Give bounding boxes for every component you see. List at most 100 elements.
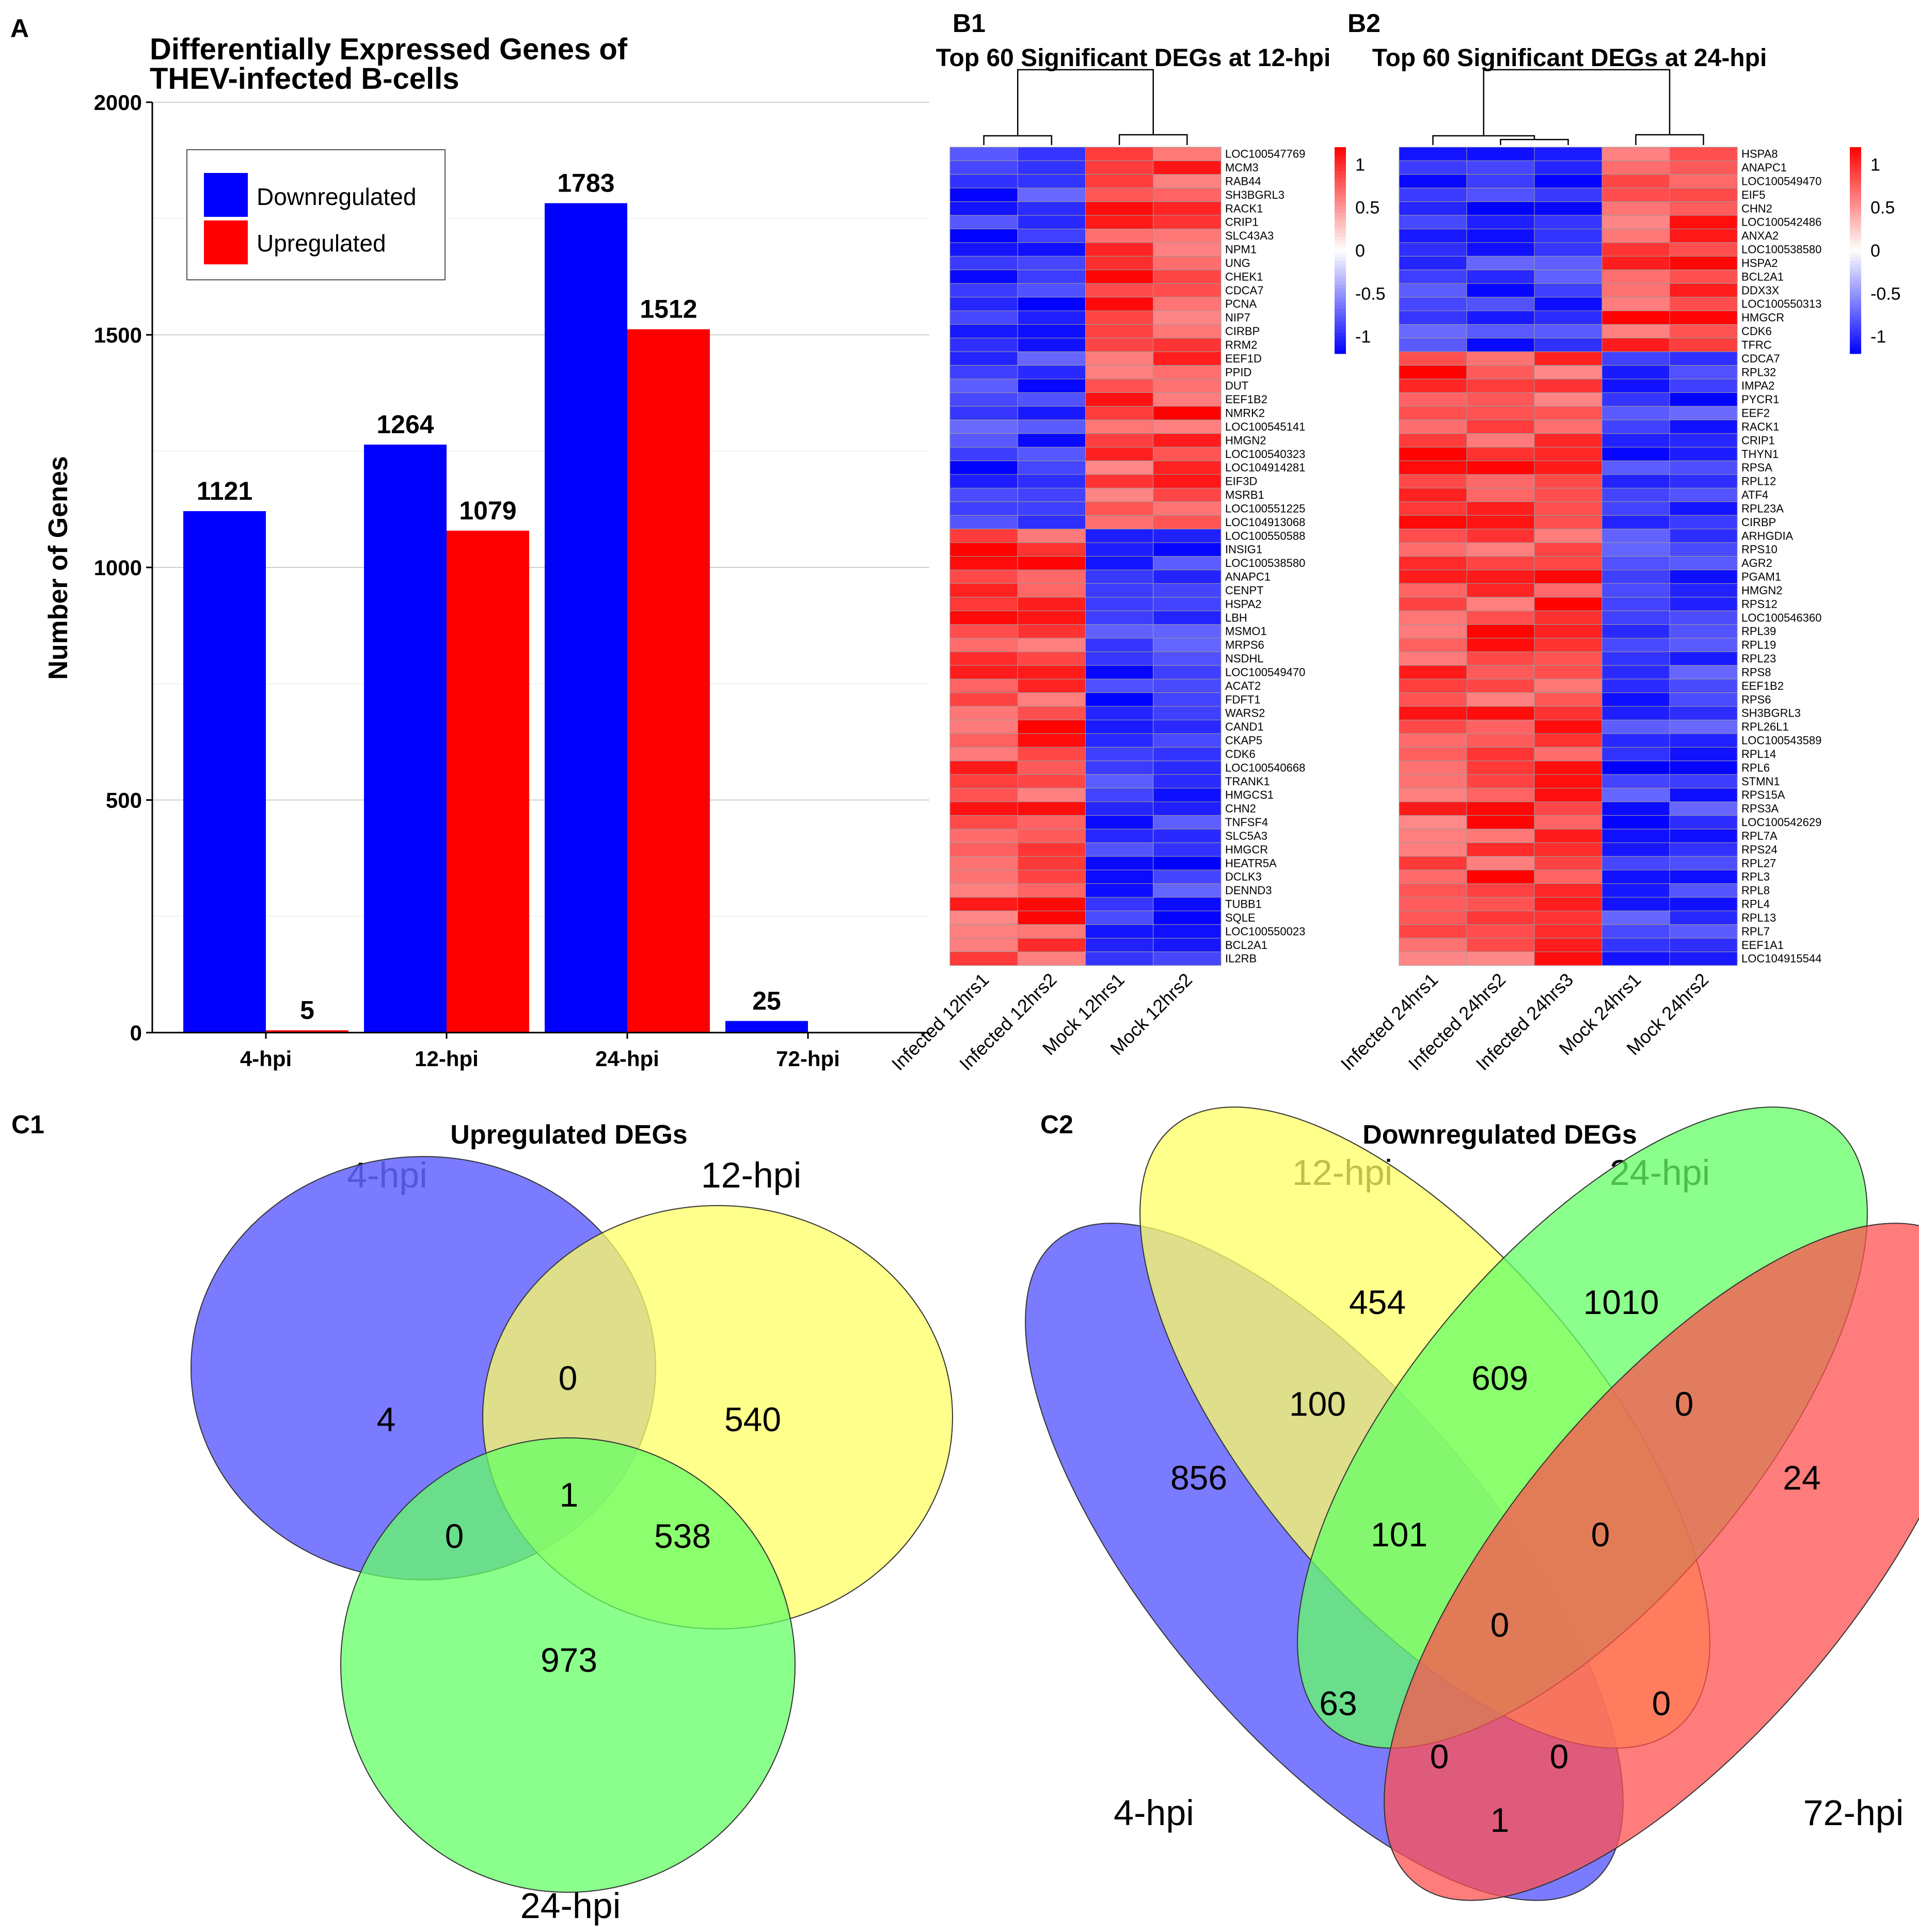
heatmap-cell (1085, 733, 1154, 748)
color-scale-step (1850, 216, 1861, 220)
heatmap-cell (949, 829, 1018, 843)
heatmap-cell (1399, 842, 1467, 857)
color-scale-step (1335, 257, 1346, 261)
heatmap-row-label: ARHGDIA (1741, 529, 1794, 542)
heatmap-cell (1153, 365, 1222, 379)
heatmap-cell (1085, 529, 1154, 543)
heatmap-cell (1466, 147, 1535, 161)
heatmap-row-label: TFRC (1741, 338, 1772, 351)
heatmap-cell (1534, 556, 1603, 571)
heatmap-cell (1399, 310, 1467, 325)
heatmap-cell (949, 310, 1018, 325)
heatmap-cell (1601, 733, 1670, 748)
heatmap-cell (1466, 529, 1535, 543)
heatmap-cell (1466, 201, 1535, 216)
heatmap-cell (1085, 692, 1154, 707)
color-scale-label: -1 (1355, 327, 1371, 347)
heatmap-cell (1153, 747, 1222, 762)
heatmap-cell (1153, 952, 1222, 966)
heatmap-cell (1669, 365, 1738, 379)
heatmap-row-label: EEF1D (1225, 352, 1262, 365)
heatmap-cell (1017, 556, 1086, 571)
heatmap-cell (1669, 406, 1738, 420)
heatmap-cell (1153, 270, 1222, 284)
heatmap-cell (949, 706, 1018, 721)
heatmap-cell (1669, 801, 1738, 816)
heatmap-cell (1534, 569, 1603, 584)
heatmap-cell (949, 883, 1018, 898)
venn-c1-label-12hpi: 12-hpi (701, 1155, 802, 1195)
color-scale-step (1335, 212, 1346, 216)
panel-label-c1: C1 (11, 1110, 44, 1139)
bar-chart-title-line2: THEV-infected B-cells (150, 62, 459, 96)
color-scale-step (1335, 336, 1346, 340)
heatmap-row-label: HSPA8 (1741, 148, 1778, 161)
heatmap-cell (1466, 324, 1535, 339)
heatmap-cell (1466, 610, 1535, 625)
color-scale-step (1850, 278, 1861, 282)
heatmap-cell (949, 665, 1018, 679)
heatmap-cell (1466, 952, 1535, 966)
heatmap-cell (1399, 883, 1467, 898)
heatmap-cell (949, 569, 1018, 584)
heatmap-row-label: LOC104913068 (1225, 516, 1305, 529)
heatmap-row-label: RRM2 (1225, 338, 1257, 351)
heatmap-cell (1399, 187, 1467, 202)
heatmap-cell (1085, 297, 1154, 311)
heatmap-cell (949, 297, 1018, 311)
heatmap-row-label: RPL8 (1741, 884, 1770, 897)
heatmap-cell (1534, 761, 1603, 775)
color-scale-step (1850, 292, 1861, 296)
color-scale-step (1335, 323, 1346, 327)
heatmap-cell (1601, 270, 1670, 284)
heatmap-cell (949, 638, 1018, 652)
heatmap-row-label: LOC100551225 (1225, 502, 1305, 515)
heatmap-cell (1399, 624, 1467, 639)
bar-value-label: 5 (300, 995, 314, 1024)
color-scale-step (1335, 195, 1346, 199)
heatmap-cell (949, 761, 1018, 775)
heatmap-cell (1085, 270, 1154, 284)
x-tick-label: 4-hpi (240, 1047, 292, 1071)
heatmap-cell (1669, 487, 1738, 502)
heatmap-cell (1085, 801, 1154, 816)
heatmap-cell (1017, 338, 1086, 352)
heatmap-row-label: EEF1B2 (1225, 393, 1267, 406)
heatmap-row-label: CIRBP (1225, 325, 1260, 338)
color-scale-step (1850, 202, 1861, 206)
bar-value-label: 1079 (459, 496, 516, 525)
color-scale-step (1850, 205, 1861, 210)
bar-value-label: 1512 (640, 295, 697, 324)
heatmap-row-label: RPL7A (1741, 829, 1778, 842)
heatmap-cell (1534, 474, 1603, 488)
heatmap-cell (1534, 229, 1603, 243)
heatmap-cell (1534, 692, 1603, 707)
venn-c1-count-4-12: 0 (559, 1359, 578, 1397)
heatmap-cell (1153, 651, 1222, 666)
color-scale-step (1850, 336, 1861, 340)
color-scale-step (1850, 298, 1861, 303)
heatmap-cell (949, 256, 1018, 271)
heatmap-cell (1534, 952, 1603, 966)
legend-label-downregulated: Downregulated (257, 183, 416, 210)
heatmap-cell (1534, 447, 1603, 462)
heatmap-cell (1601, 242, 1670, 257)
heatmap-row-label: BCL2A1 (1741, 270, 1784, 283)
bar-chart-legend: Downregulated Upregulated (186, 149, 446, 280)
heatmap-cell (1601, 324, 1670, 339)
heatmap-cell (1017, 924, 1086, 939)
heatmap-cell (1085, 419, 1154, 434)
heatmap-cell (949, 910, 1018, 925)
heatmap-cell (1017, 815, 1086, 830)
color-scale-step (1850, 315, 1861, 320)
heatmap-cell (1534, 283, 1603, 298)
heatmap-cell (1466, 910, 1535, 925)
heatmap-cell (1017, 897, 1086, 911)
heatmap-cell (1153, 487, 1222, 502)
heatmap-cell (1399, 801, 1467, 816)
heatmap-cell (1153, 256, 1222, 271)
heatmap-row-label: RPL14 (1741, 748, 1776, 761)
heatmap-row-label: CDK6 (1741, 325, 1772, 338)
heatmap-cell (1399, 665, 1467, 679)
heatmap-row-label: DCLK3 (1225, 870, 1262, 883)
